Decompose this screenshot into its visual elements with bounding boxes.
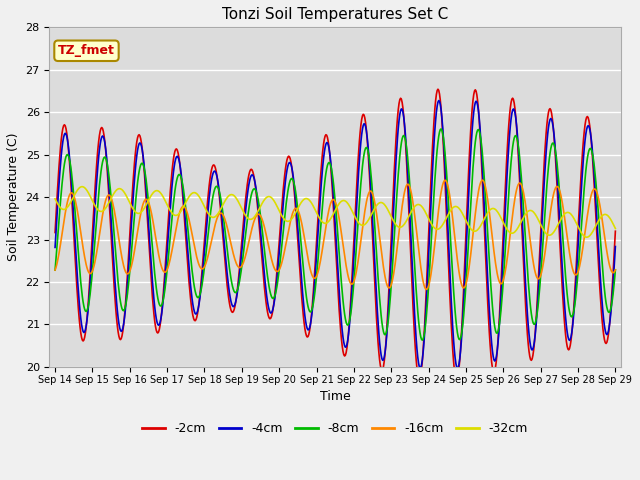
-2cm [174,150,182,156]
-32cm [561,211,568,216]
-32cm [612,226,620,231]
Text: TZ_fmet: TZ_fmet [58,44,115,57]
-8cm [419,337,426,343]
-32cm [51,196,59,202]
-8cm [438,127,445,133]
-16cm [437,190,445,195]
-16cm [381,274,389,279]
-16cm [422,287,430,292]
-8cm [174,173,182,179]
-32cm [583,234,591,240]
-32cm [79,184,86,190]
-32cm [328,215,335,220]
-4cm [381,349,389,355]
-16cm [326,201,334,206]
-32cm [199,201,207,206]
-4cm [435,98,443,104]
-8cm [562,274,570,279]
Line: -4cm: -4cm [55,101,616,369]
Line: -8cm: -8cm [55,129,616,340]
-16cm [612,267,620,273]
-16cm [479,177,486,183]
Line: -2cm: -2cm [55,89,616,380]
-2cm [434,86,442,92]
-4cm [612,244,620,250]
-2cm [326,161,334,167]
-2cm [612,228,620,234]
-2cm [51,229,59,235]
X-axis label: Time: Time [320,390,351,403]
-32cm [175,211,182,217]
-16cm [198,266,206,272]
-4cm [437,107,445,112]
-8cm [51,267,59,273]
-16cm [562,222,570,228]
-4cm [51,244,59,250]
-2cm [437,106,445,111]
-16cm [51,267,59,273]
-2cm [452,377,460,383]
Legend: -2cm, -4cm, -8cm, -16cm, -32cm: -2cm, -4cm, -8cm, -16cm, -32cm [138,418,533,440]
-4cm [562,314,570,320]
-4cm [326,157,334,163]
-2cm [562,332,570,337]
Line: -16cm: -16cm [55,180,616,289]
-4cm [454,366,461,372]
-8cm [381,332,389,337]
-4cm [174,154,182,160]
Line: -32cm: -32cm [55,187,616,237]
-8cm [198,281,206,287]
-8cm [437,126,445,132]
-8cm [326,162,334,168]
-32cm [437,224,445,230]
-16cm [174,216,182,222]
Y-axis label: Soil Temperature (C): Soil Temperature (C) [7,133,20,262]
-4cm [198,274,206,280]
-2cm [381,351,389,357]
-32cm [382,204,390,209]
-2cm [198,267,206,273]
-8cm [612,267,620,273]
Title: Tonzi Soil Temperatures Set C: Tonzi Soil Temperatures Set C [222,7,449,22]
